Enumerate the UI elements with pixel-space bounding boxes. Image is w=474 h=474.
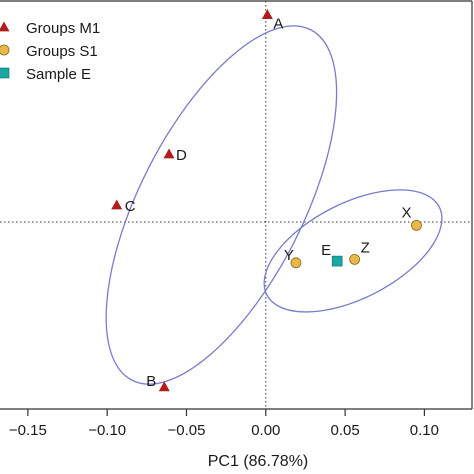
point-label-d: D: [176, 147, 187, 164]
legend-marker-2: [0, 44, 10, 56]
data-points: A D C B X Y Z E: [111, 9, 422, 392]
confidence-ellipses: [105, 25, 443, 385]
point-b: [158, 381, 170, 392]
point-label-z: Z: [361, 239, 370, 256]
point-x: [411, 219, 422, 231]
series-groups-m1: A D C B: [111, 9, 283, 392]
point-label-a: A: [273, 16, 283, 33]
point-d: [163, 148, 175, 159]
ellipse-groups-s1: [263, 189, 443, 313]
x-tick-label: 0.05: [331, 422, 360, 439]
point-label-b: B: [146, 373, 156, 390]
plot-frame: [0, 0, 473, 410]
reference-lines: [0, 1, 472, 409]
legend-marker-1: [0, 21, 10, 32]
ellipse-groups-m1: [105, 25, 338, 385]
x-tick-label: −0.10: [88, 422, 126, 439]
legend-label: Groups M1: [26, 20, 100, 37]
x-tick-label: −0.15: [9, 422, 47, 439]
x-tick-label: 0.10: [410, 422, 439, 439]
point-label-x: X: [401, 204, 411, 221]
x-axis-ticks: −0.15 −0.10 −0.05 0.00 0.05 0.10: [9, 409, 439, 439]
point-label-e: E: [321, 242, 331, 259]
series-groups-s1: X Y Z: [284, 204, 422, 269]
x-axis-title: PC1 (86.78%): [208, 453, 309, 470]
x-tick-label: −0.05: [167, 422, 205, 439]
point-y: [290, 257, 302, 269]
legend-label: Groups S1: [26, 43, 98, 60]
series-sample-e: E: [321, 242, 343, 267]
point-label-y: Y: [284, 247, 294, 264]
legend-label: Sample E: [26, 66, 91, 83]
point-label-c: C: [125, 198, 136, 215]
point-z: [349, 253, 361, 265]
legend-marker-3: [0, 67, 10, 79]
point-e: [331, 255, 343, 267]
point-c: [111, 199, 123, 210]
x-tick-label: 0.00: [251, 422, 280, 439]
legend: Groups M1 Groups S1 Sample E: [0, 20, 100, 83]
point-a: [261, 9, 273, 19]
